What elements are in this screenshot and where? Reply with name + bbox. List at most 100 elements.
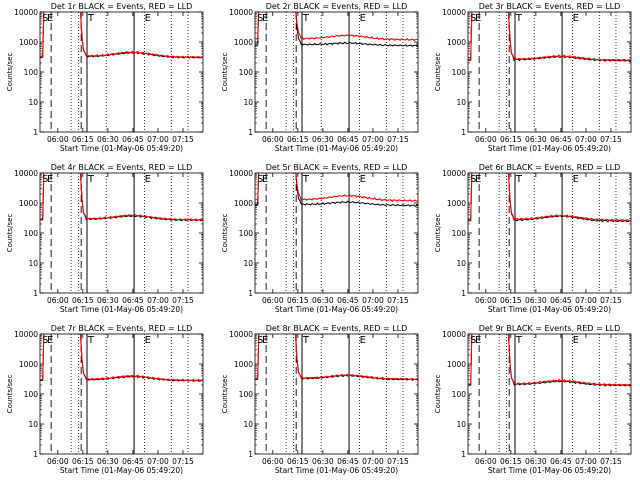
x-tick-label: 07:15	[387, 296, 409, 305]
plot-frame	[254, 11, 419, 133]
marker-letter: E	[360, 335, 366, 346]
x-tick-label: 07:00	[575, 296, 597, 305]
x-tick-label: 06:00	[47, 296, 69, 305]
y-tick-label: 1000	[19, 360, 38, 369]
y-tick-label: 1000	[19, 199, 38, 208]
x-tick-label: 07:15	[172, 135, 194, 144]
y-tick-label: 100	[24, 229, 39, 238]
x-tick-label: 06:15	[72, 457, 94, 466]
y-tick-label: 1000	[447, 38, 466, 47]
x-tick-label: 06:30	[525, 296, 547, 305]
y-tick-label: 100	[24, 390, 39, 399]
series-line-events	[468, 12, 631, 63]
y-axis-label: Counts/sec	[6, 214, 14, 253]
marker-letter: E	[475, 13, 481, 24]
x-tick-label: 06:45	[122, 457, 144, 466]
marker-letter: E	[262, 335, 268, 346]
y-axis-label: Counts/sec	[221, 375, 229, 414]
series-line-lld	[40, 173, 203, 222]
x-axis-label: Start Time (01-May-06 05:49:20)	[275, 466, 398, 475]
series-line-events	[255, 12, 418, 48]
x-tick-label: 06:15	[72, 296, 94, 305]
x-tick-label: 07:00	[362, 457, 384, 466]
marker-letter: E	[475, 335, 481, 346]
marker-letter: E	[573, 335, 579, 346]
plot-frame	[39, 333, 204, 455]
y-tick-label: 10000	[14, 330, 38, 339]
marker-letter: S	[42, 174, 48, 185]
y-tick-label: 100	[239, 229, 254, 238]
marker-letter: E	[145, 174, 151, 185]
y-tick-label: 100	[452, 68, 467, 77]
marker-letter: T	[515, 335, 523, 346]
x-tick-label: 06:15	[287, 135, 309, 144]
series-line-events	[40, 173, 203, 222]
x-tick-label: 06:00	[262, 135, 284, 144]
marker-letter: E	[145, 13, 151, 24]
series-line-lld	[40, 12, 203, 59]
marker-letter: E	[145, 335, 151, 346]
x-tick-label: 06:45	[550, 135, 572, 144]
x-tick-label: 07:00	[147, 457, 169, 466]
y-tick-label: 1000	[447, 199, 466, 208]
chart-title: Det 1r BLACK = Events, RED = LLD	[51, 2, 193, 11]
plot-area	[468, 334, 631, 454]
series-line-lld	[468, 173, 631, 222]
x-axis-label: Start Time (01-May-06 05:49:20)	[488, 305, 611, 314]
marker-letter: S	[470, 335, 476, 346]
marker-letter: S	[257, 174, 263, 185]
y-tick-label: 1	[248, 128, 253, 137]
series-line-lld	[468, 12, 631, 62]
y-tick-label: 1	[461, 450, 466, 459]
marker-letter: E	[360, 13, 366, 24]
x-tick-label: 07:00	[147, 296, 169, 305]
x-tick-label: 07:15	[600, 457, 622, 466]
plot-frame	[39, 172, 204, 294]
x-tick-label: 07:15	[172, 457, 194, 466]
y-axis-label: Counts/sec	[221, 53, 229, 92]
x-tick-label: 06:30	[312, 457, 334, 466]
chart-panel-8: Det 8r BLACK = Events, RED = LLD 1 10 100 10…	[221, 324, 419, 475]
marker-letter: E	[47, 335, 53, 346]
x-tick-label: 06:30	[97, 457, 119, 466]
marker-letter: E	[262, 174, 268, 185]
marker-letter: E	[360, 174, 366, 185]
y-tick-label: 10000	[442, 330, 466, 339]
y-tick-label: 10	[243, 98, 253, 107]
chart-panel-6: Det 6r BLACK = Events, RED = LLD 1 10 100 10…	[434, 163, 632, 314]
x-axis-label: Start Time (01-May-06 05:49:20)	[275, 305, 398, 314]
y-tick-label: 100	[452, 390, 467, 399]
plot-area	[468, 12, 631, 132]
y-tick-label: 1	[248, 289, 253, 298]
chart-panel-5: Det 5r BLACK = Events, RED = LLD 1 10 100 10…	[221, 163, 419, 314]
series-line-lld	[468, 334, 631, 387]
x-tick-label: 06:15	[500, 296, 522, 305]
y-tick-label: 10	[456, 98, 466, 107]
plot-area	[255, 173, 418, 293]
x-tick-label: 07:00	[362, 296, 384, 305]
series-line-lld	[255, 173, 418, 202]
x-tick-label: 06:45	[122, 296, 144, 305]
y-axis-label: Counts/sec	[434, 214, 442, 253]
marker-letter: E	[573, 13, 579, 24]
x-tick-label: 07:00	[575, 457, 597, 466]
y-tick-label: 1	[33, 450, 38, 459]
x-tick-label: 06:15	[500, 135, 522, 144]
marker-letter: S	[470, 13, 476, 24]
chart-title: Det 2r BLACK = Events, RED = LLD	[266, 2, 408, 11]
y-tick-label: 100	[239, 390, 254, 399]
x-tick-label: 06:30	[312, 296, 334, 305]
series-line-lld	[255, 12, 418, 42]
marker-letter: S	[470, 174, 476, 185]
marker-letter: S	[42, 13, 48, 24]
plot-frame	[254, 172, 419, 294]
plot-area	[468, 173, 631, 293]
chart-panel-3: Det 3r BLACK = Events, RED = LLD 1 10 100 10…	[434, 2, 632, 153]
x-tick-label: 07:00	[362, 135, 384, 144]
y-axis-label: Counts/sec	[6, 375, 14, 414]
x-tick-label: 06:00	[47, 135, 69, 144]
chart-title: Det 6r BLACK = Events, RED = LLD	[479, 163, 621, 172]
x-tick-label: 06:45	[337, 296, 359, 305]
y-tick-label: 1000	[19, 38, 38, 47]
